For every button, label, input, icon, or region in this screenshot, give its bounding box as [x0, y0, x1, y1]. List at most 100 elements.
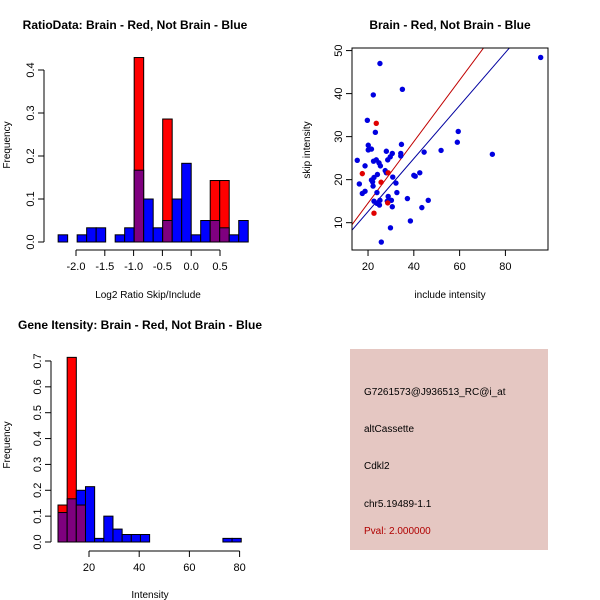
chart-title: Gene Itensity: Brain - Red, Not Brain - …	[18, 318, 262, 332]
point-red	[359, 170, 366, 177]
point-blue	[356, 181, 363, 187]
chart-title: RatioData: Brain - Red, Not Brain - Blue	[23, 18, 248, 32]
bar-overlap	[66, 498, 77, 543]
bar-not-brain	[94, 537, 105, 543]
y-tick-label: 0.1	[25, 191, 37, 206]
point-blue	[370, 158, 377, 164]
point-blue	[365, 142, 371, 148]
x-tick-label: 60	[453, 261, 465, 273]
y-tick-label: 0.4	[32, 431, 44, 446]
pval: Pval: 2.000000	[364, 526, 431, 537]
y-tick-label: 0.7	[32, 353, 44, 368]
bar-not-brain	[231, 537, 242, 543]
point-blue	[399, 86, 406, 93]
gene-name: Cdkl2	[364, 461, 390, 472]
bar-not-brain	[84, 486, 96, 543]
y-tick-label: 40	[333, 87, 345, 99]
bar-not-brain	[112, 528, 123, 543]
fit-line-blue	[352, 48, 511, 231]
bar-not-brain	[130, 534, 141, 543]
point-blue	[419, 204, 425, 211]
x-tick-label: -2.0	[67, 261, 86, 273]
y-tick-label: 50	[333, 44, 345, 56]
bar-not-brain	[57, 234, 69, 243]
point-blue	[390, 174, 396, 180]
fit-line-red	[352, 48, 485, 225]
y-tick-label: 0.5	[32, 405, 44, 420]
point-blue	[421, 149, 427, 155]
bar-overlap	[57, 512, 68, 543]
point-blue	[383, 148, 390, 154]
bar-not-brain	[139, 534, 151, 543]
x-axis-label: include intensity	[414, 290, 485, 301]
point-blue	[377, 60, 383, 67]
point-red	[385, 170, 391, 176]
bar-not-brain	[143, 198, 154, 243]
bar-overlap	[133, 169, 145, 243]
point-blue	[455, 128, 461, 135]
point-blue	[489, 151, 496, 157]
point-blue	[404, 195, 411, 202]
y-tick-label: 0.0	[32, 534, 44, 549]
point-blue	[378, 239, 385, 245]
bar-not-brain	[121, 534, 132, 543]
bar-overlap	[219, 227, 230, 243]
bar-not-brain	[114, 234, 126, 243]
x-tick-label: 40	[133, 562, 145, 574]
point-blue	[394, 189, 400, 196]
y-tick-label: 30	[333, 131, 345, 143]
y-tick-label: 20	[333, 174, 345, 186]
point-blue	[407, 218, 414, 224]
point-blue	[398, 141, 405, 148]
point-blue	[398, 153, 404, 159]
x-tick-label: 80	[233, 562, 245, 574]
x-axis-label: Log2 Ratio Skip/Include	[95, 290, 201, 301]
y-tick-label: 0.4	[25, 62, 37, 77]
point-blue	[537, 54, 544, 61]
bar-not-brain	[181, 162, 192, 243]
point-blue	[377, 163, 384, 169]
y-tick-label: 0.1	[32, 508, 44, 523]
y-tick-label: 0.2	[32, 483, 44, 498]
y-tick-label: 0.3	[25, 105, 37, 120]
point-blue	[370, 183, 376, 189]
bar-not-brain	[152, 227, 164, 243]
point-red	[385, 200, 391, 206]
point-blue	[364, 117, 371, 123]
point-blue	[359, 190, 366, 197]
point-blue	[438, 147, 444, 154]
probe-id: G7261573@J936513_RC@i_at	[364, 387, 506, 398]
y-tick-label: 0.2	[25, 148, 37, 163]
y-tick-label: 10	[333, 217, 345, 229]
chart-title: Brain - Red, Not Brain - Blue	[369, 18, 531, 32]
point-blue	[425, 197, 431, 204]
bar-not-brain	[76, 234, 88, 243]
bar-not-brain	[222, 537, 233, 543]
bar-overlap	[75, 504, 86, 543]
point-blue	[454, 139, 461, 145]
point-blue	[412, 173, 418, 179]
point-blue	[354, 157, 360, 163]
event-type: altCassette	[364, 424, 415, 435]
x-tick-label: -0.5	[153, 261, 172, 273]
point-blue	[393, 180, 399, 186]
y-axis-label: Frequency	[2, 421, 13, 468]
point-blue	[374, 189, 380, 196]
point-blue	[387, 225, 394, 231]
x-tick-label: 20	[362, 261, 374, 273]
y-tick-label: 0.0	[25, 234, 37, 249]
bar-not-brain	[103, 515, 114, 543]
y-tick-label: 0.6	[32, 379, 44, 394]
point-blue	[362, 163, 368, 169]
point-blue	[372, 129, 379, 136]
y-tick-label: 0.3	[32, 457, 44, 472]
bar-overlap	[209, 220, 221, 243]
bar-overlap	[162, 220, 173, 243]
point-red	[371, 210, 377, 216]
location: chr5.19489-1.1	[364, 499, 432, 510]
x-tick-label: 20	[83, 562, 95, 574]
point-blue	[369, 179, 376, 185]
bar-not-brain	[200, 220, 211, 243]
